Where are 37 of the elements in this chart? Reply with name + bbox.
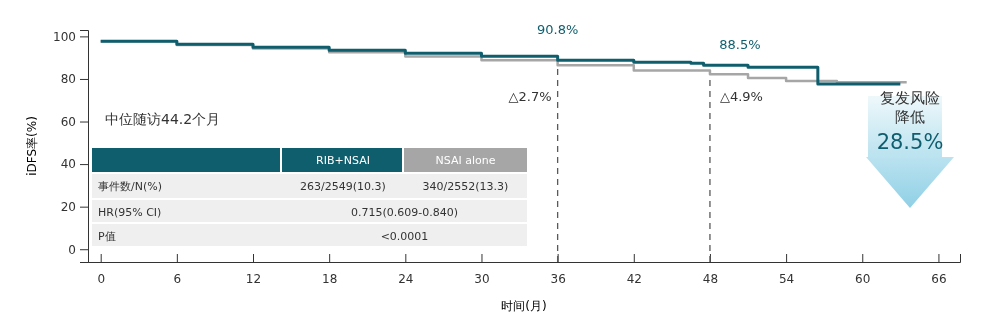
text: RIB+NSAI — [316, 154, 370, 167]
y-tick-label: 60 — [60, 114, 76, 129]
annotation: △2.7% — [508, 89, 552, 104]
annotation: △4.9% — [719, 89, 763, 104]
x-tick-label: 54 — [778, 271, 795, 286]
x-tick-label: 6 — [173, 271, 182, 286]
annotation: 复发风险 — [880, 89, 940, 107]
y-tick-label: 40 — [60, 157, 76, 172]
x-tick-label: 60 — [855, 271, 871, 286]
x-tick-label: 42 — [626, 271, 642, 286]
annotation: HR(95% CI) — [98, 206, 162, 219]
y-axis-title: iDFS率(%) — [25, 116, 39, 176]
x-tick-label: 18 — [322, 271, 338, 286]
annotation: 0.715(0.609-0.840) — [350, 206, 459, 219]
x-tick-label: 30 — [474, 271, 490, 286]
annotation: <0.0001 — [380, 230, 429, 243]
annotation: 降低 — [895, 108, 925, 126]
y-tick-label: 0 — [68, 242, 76, 257]
x-tick-label: 12 — [245, 271, 262, 286]
annotation: 340/2552(13.3) — [422, 180, 509, 193]
annotation: 事件数/N(%) — [98, 180, 162, 193]
annotation: 中位随访44.2个月 — [105, 111, 221, 127]
text: NSAI alone — [435, 154, 496, 167]
annotation: 28.5% — [876, 130, 944, 154]
y-tick-label: 80 — [60, 72, 76, 87]
annotation: 90.8% — [536, 22, 579, 37]
x-tick-label: 36 — [550, 271, 566, 286]
annotation: 88.5% — [719, 37, 761, 52]
x-tick-label: 48 — [702, 271, 719, 286]
y-tick-label: 100 — [53, 29, 76, 44]
x-tick-label: 0 — [97, 271, 106, 286]
x-tick-label: 24 — [398, 271, 414, 286]
x-tick-label: 66 — [931, 271, 947, 286]
annotation: P值 — [98, 230, 116, 243]
y-tick-label: 20 — [60, 200, 76, 214]
x-axis-title: 时间(月) — [501, 299, 547, 313]
annotation: 263/2549(10.3) — [300, 180, 386, 193]
